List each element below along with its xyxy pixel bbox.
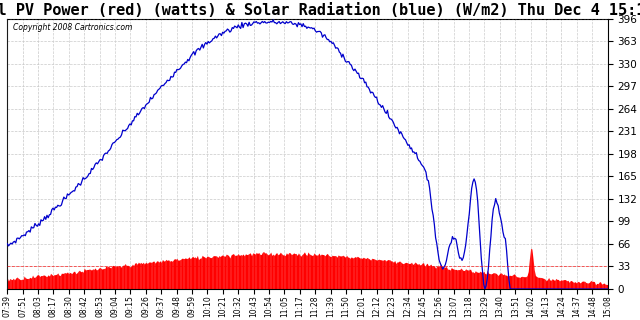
Text: Copyright 2008 Cartronics.com: Copyright 2008 Cartronics.com: [13, 23, 132, 32]
Title: Total PV Power (red) (watts) & Solar Radiation (blue) (W/m2) Thu Dec 4 15:11: Total PV Power (red) (watts) & Solar Rad…: [0, 3, 640, 18]
